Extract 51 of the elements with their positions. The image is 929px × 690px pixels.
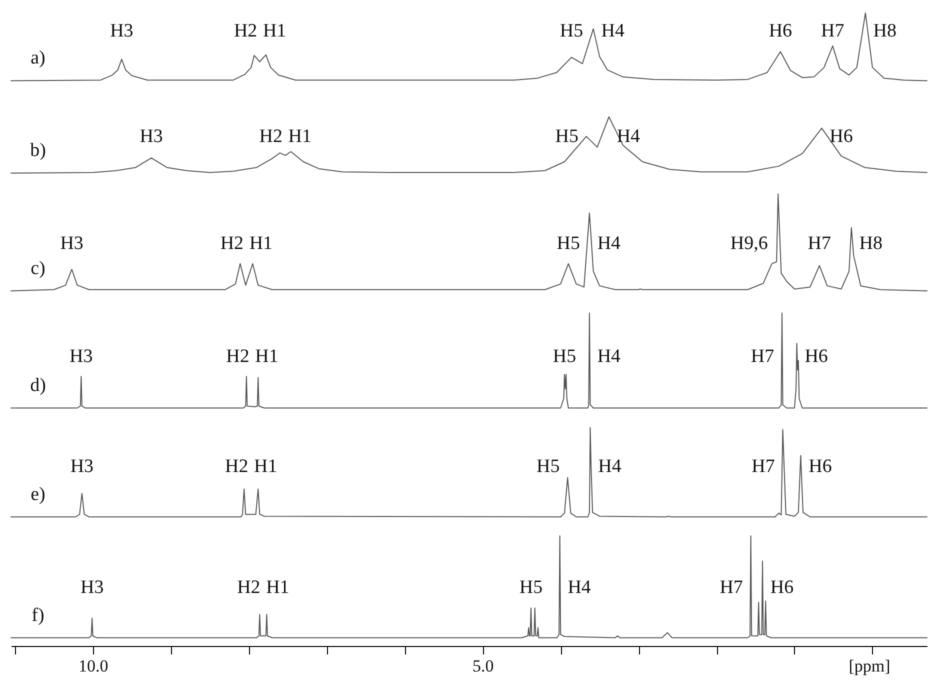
x-tick-label: 5.0: [472, 656, 494, 676]
annotation: H2: [234, 20, 258, 42]
series-label: e): [30, 484, 46, 505]
annotation: H7: [821, 20, 844, 42]
annotation: H5: [556, 232, 580, 254]
series-label: d): [30, 374, 46, 396]
annotation: H7: [752, 456, 775, 477]
annotation: H1: [254, 456, 278, 477]
annotation: H5: [536, 456, 560, 477]
annotation: H4: [601, 20, 625, 42]
annotation: H4: [568, 576, 592, 598]
annotation: H6: [804, 346, 828, 367]
annotation: H2: [259, 126, 283, 148]
annotation: H2: [237, 576, 260, 598]
annotation: H5: [519, 576, 543, 598]
series-label: a): [30, 48, 46, 69]
annotation: H1: [262, 20, 286, 42]
series-label: c): [30, 258, 46, 279]
annotation: H6: [808, 456, 832, 477]
annotation: H1: [255, 346, 278, 367]
annotation: H8: [859, 232, 882, 254]
annotation: H3: [140, 126, 163, 148]
annotation: H2: [224, 456, 248, 477]
annotation: H9,6: [730, 232, 768, 254]
annotation: H7: [720, 576, 743, 598]
annotation: H3: [70, 346, 93, 367]
annotation: H7: [808, 232, 832, 254]
annotation: H2: [220, 232, 244, 254]
annotation: H3: [70, 456, 94, 477]
annotation: H5: [560, 20, 584, 42]
series-label: b): [30, 140, 46, 162]
annotation: H5: [555, 126, 578, 148]
annotation: H1: [266, 576, 290, 598]
annotation: H3: [80, 576, 104, 598]
annotation: H8: [873, 20, 897, 42]
annotation: H1: [288, 126, 312, 148]
annotation: H2: [226, 346, 250, 367]
annotation: H6: [830, 126, 853, 148]
annotation: H4: [598, 456, 622, 477]
annotation: H6: [768, 20, 792, 42]
annotation: H4: [597, 232, 622, 254]
series-label: f): [32, 604, 44, 626]
x-tick-label: 10.0: [78, 656, 108, 676]
x-axis-title: [ppm]: [848, 656, 890, 676]
annotation: H3: [110, 20, 134, 42]
annotation: H4: [597, 346, 622, 367]
annotation: H5: [552, 346, 576, 367]
annotation: H7: [750, 346, 774, 367]
annotation: H6: [770, 576, 794, 598]
annotation: H1: [249, 232, 273, 254]
annotation: H3: [60, 232, 84, 254]
